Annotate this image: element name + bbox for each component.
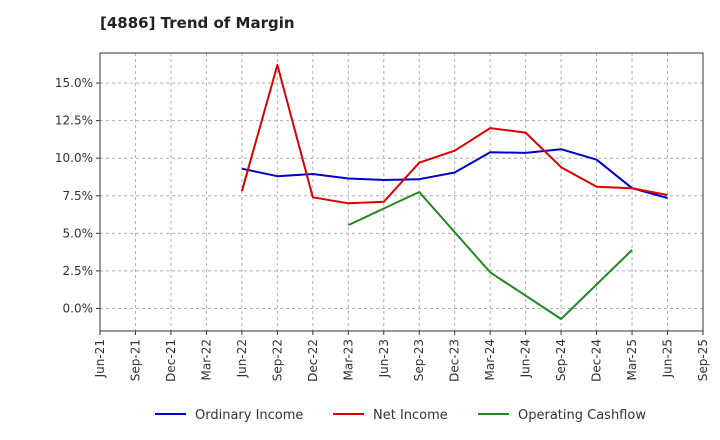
- x-tick-label: Dec-21: [164, 339, 178, 382]
- x-tick-label: Dec-23: [448, 339, 462, 382]
- y-tick-label: 15.0%: [55, 76, 93, 90]
- x-tick-label: Mar-23: [341, 339, 355, 380]
- x-tick-label: Mar-24: [483, 339, 497, 380]
- x-tick-label: Dec-24: [590, 339, 604, 382]
- x-tick-label: Jun-25: [661, 339, 675, 378]
- y-tick-label: 12.5%: [55, 114, 93, 128]
- y-tick-label: 0.0%: [63, 301, 94, 315]
- legend-label: Ordinary Income: [195, 408, 303, 423]
- y-tick-label: 5.0%: [63, 226, 94, 240]
- x-tick-label: Jun-23: [377, 339, 391, 378]
- x-tick-label: Mar-25: [625, 339, 639, 380]
- x-tick-label: Jun-22: [235, 339, 249, 378]
- series-line-net-income: [240, 64, 668, 205]
- x-tick-label: Jun-21: [93, 339, 107, 378]
- y-tick-label: 10.0%: [55, 151, 93, 165]
- y-tick-label: 2.5%: [63, 264, 94, 278]
- x-tick-label: Sep-21: [128, 339, 142, 381]
- series-line-ordinary-income: [241, 148, 668, 199]
- plot-frame: [99, 52, 704, 332]
- series-lines: [240, 64, 668, 320]
- y-axis-tick-labels: 0.0% 2.5% 5.0% 7.5% 10.0% 12.5% 15.0%: [55, 76, 100, 315]
- x-tick-label: Jun-24: [519, 339, 533, 378]
- legend-label: Net Income: [373, 408, 448, 423]
- legend: Ordinary Income Net Income Operating Cashf…: [155, 408, 646, 423]
- grid-lines: [99, 53, 704, 331]
- legend-label: Operating Cashflow: [518, 408, 646, 423]
- chart-title: [4886] Trend of Margin: [100, 14, 295, 32]
- x-tick-label: Sep-25: [696, 339, 710, 381]
- x-tick-label: Sep-22: [270, 339, 284, 381]
- series-line-operating-cashflow: [347, 191, 633, 320]
- y-tick-label: 7.5%: [63, 189, 94, 203]
- x-axis-tick-labels: Jun-21 Sep-21 Dec-21 Mar-22 Jun-22 Sep-22 Dec-…: [93, 331, 710, 382]
- x-tick-label: Dec-22: [306, 339, 320, 382]
- x-tick-label: Sep-23: [412, 339, 426, 381]
- x-tick-label: Sep-24: [554, 339, 568, 381]
- x-tick-label: Mar-22: [199, 339, 213, 380]
